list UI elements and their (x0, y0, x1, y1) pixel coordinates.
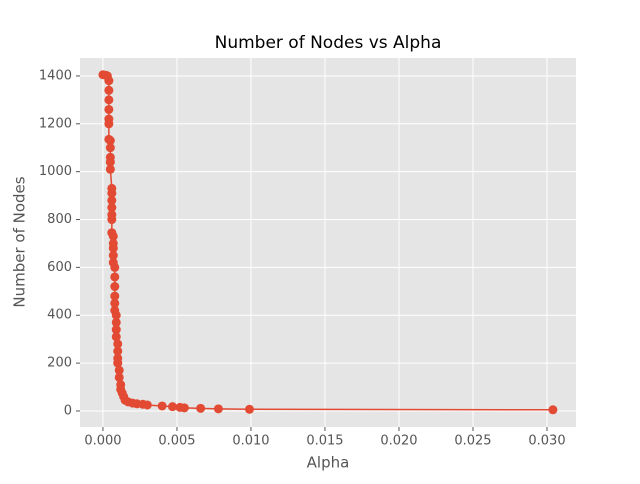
data-point (104, 85, 114, 95)
data-point (213, 404, 223, 414)
x-tick-label: 0.030 (528, 434, 565, 449)
data-point (110, 282, 120, 292)
data-point (108, 243, 118, 253)
data-point (111, 325, 121, 335)
data-point (105, 143, 115, 153)
data-point (104, 104, 114, 114)
data-point (107, 188, 117, 198)
data-point (111, 310, 121, 320)
data-point (110, 298, 120, 308)
chart-title: Number of Nodes vs Alpha (215, 33, 442, 53)
data-point (105, 157, 115, 167)
y-tick-label: 400 (47, 308, 72, 323)
x-tick-label: 0.005 (158, 434, 195, 449)
data-point (157, 401, 167, 411)
data-point (107, 195, 117, 205)
data-point (179, 403, 189, 413)
y-tick-label: 0 (64, 403, 72, 418)
data-point (142, 400, 152, 410)
y-tick-label: 1400 (39, 68, 72, 83)
data-point (108, 231, 118, 241)
data-point (114, 372, 124, 382)
y-tick-label: 800 (47, 212, 72, 227)
x-tick-label: 0.010 (232, 434, 269, 449)
data-point (110, 262, 120, 272)
data-point (105, 164, 115, 174)
y-axis-label: Number of Nodes (11, 176, 29, 307)
x-tick-label: 0.015 (306, 434, 343, 449)
plot-area (80, 58, 576, 427)
data-point (107, 215, 117, 225)
data-point (108, 250, 118, 260)
data-point (244, 404, 254, 414)
x-tick-label: 0.020 (380, 434, 417, 449)
data-point (113, 339, 123, 349)
data-point (196, 403, 206, 413)
y-tick-label: 1000 (39, 164, 72, 179)
data-point (114, 365, 124, 375)
data-point (107, 203, 117, 213)
data-point (111, 317, 121, 327)
y-tick-label: 1200 (39, 116, 72, 131)
data-point (168, 402, 178, 412)
data-point (110, 291, 120, 301)
data-point (104, 95, 114, 105)
data-point (104, 119, 114, 129)
data-point (113, 346, 123, 356)
data-point (104, 76, 114, 86)
y-tick-label: 200 (47, 356, 72, 371)
data-point (111, 332, 121, 342)
x-tick-label: 0.025 (454, 434, 491, 449)
data-point (113, 358, 123, 368)
x-axis-label: Alpha (307, 454, 350, 472)
y-tick-label: 600 (47, 260, 72, 275)
data-point (110, 272, 120, 282)
data-point (105, 136, 115, 146)
x-tick-label: 0.000 (84, 434, 121, 449)
data-point (548, 405, 558, 415)
